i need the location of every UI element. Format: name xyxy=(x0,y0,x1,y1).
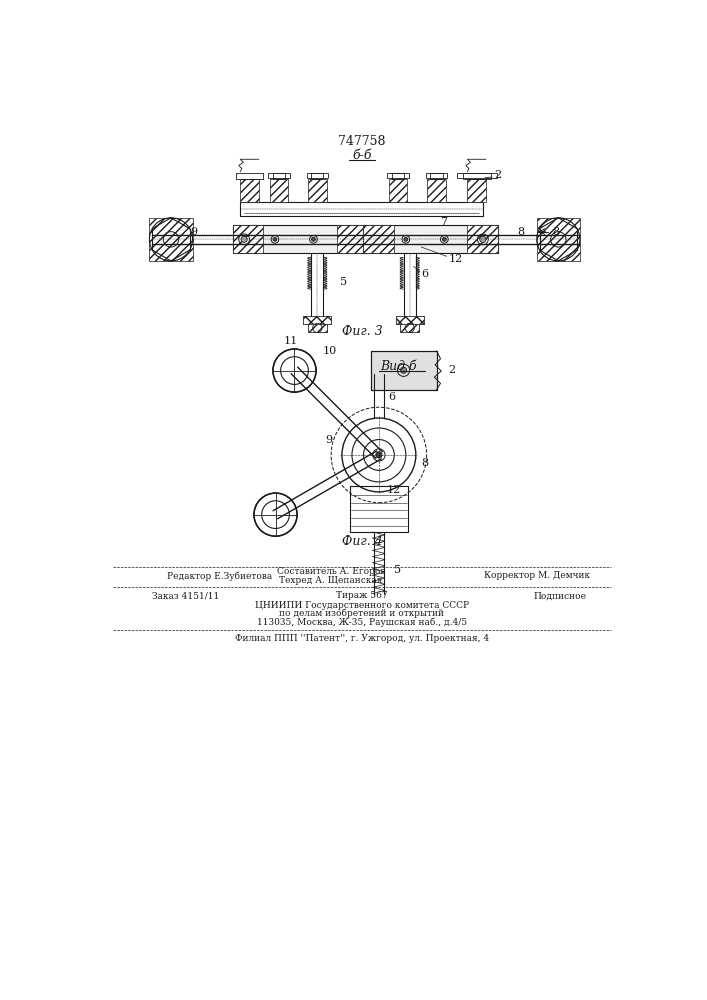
Text: 10: 10 xyxy=(323,346,337,356)
Circle shape xyxy=(404,237,408,241)
Bar xyxy=(233,225,264,253)
Bar xyxy=(233,225,368,253)
Text: 5: 5 xyxy=(340,277,348,287)
Bar xyxy=(426,173,448,178)
Bar xyxy=(350,486,408,532)
Circle shape xyxy=(312,237,315,241)
Bar xyxy=(311,173,324,179)
Bar xyxy=(337,225,368,253)
Text: ЦНИИПИ Государственного комитета СССР: ЦНИИПИ Государственного комитета СССР xyxy=(255,601,469,610)
Text: 5: 5 xyxy=(395,565,402,575)
Bar xyxy=(467,225,498,253)
Text: Редактор Е.Зубиетова: Редактор Е.Зубиетова xyxy=(167,571,272,581)
Text: 9: 9 xyxy=(325,435,332,445)
Bar xyxy=(303,316,331,324)
Bar xyxy=(457,173,497,178)
Bar xyxy=(235,173,264,179)
Circle shape xyxy=(480,236,486,242)
Circle shape xyxy=(400,367,407,373)
Bar xyxy=(400,324,419,332)
Text: по делам изобретений и открытий: по делам изобретений и открытий xyxy=(279,609,445,618)
Text: 12: 12 xyxy=(387,485,401,495)
Bar xyxy=(371,351,437,389)
Text: 8: 8 xyxy=(421,458,428,468)
Text: 6: 6 xyxy=(388,392,395,402)
Text: Составитель А. Егоров: Составитель А. Егоров xyxy=(277,567,385,576)
Bar xyxy=(307,173,328,178)
Bar xyxy=(269,179,288,202)
Bar xyxy=(363,225,498,253)
Bar xyxy=(268,173,290,178)
Text: 9: 9 xyxy=(190,227,197,237)
Bar xyxy=(396,316,423,324)
Text: 8: 8 xyxy=(552,227,559,237)
Bar xyxy=(431,173,443,179)
Bar xyxy=(240,179,259,202)
Text: 2: 2 xyxy=(448,365,455,375)
Bar xyxy=(396,316,423,324)
Bar xyxy=(308,324,327,332)
Circle shape xyxy=(273,237,277,241)
Text: Подписное: Подписное xyxy=(533,591,586,600)
Bar xyxy=(308,324,327,332)
Circle shape xyxy=(241,236,247,242)
Bar xyxy=(537,218,580,261)
Text: 7: 7 xyxy=(440,217,448,227)
Text: 8: 8 xyxy=(518,227,525,237)
Text: 747758: 747758 xyxy=(338,135,386,148)
Text: Корректор М. Демчик: Корректор М. Демчик xyxy=(484,571,590,580)
Bar xyxy=(392,173,404,179)
Circle shape xyxy=(376,452,382,458)
Bar xyxy=(308,179,327,202)
Bar xyxy=(463,173,491,179)
Text: Тираж 567: Тираж 567 xyxy=(336,591,387,600)
Bar xyxy=(387,173,409,178)
Text: б-б: б-б xyxy=(352,149,372,162)
Bar xyxy=(389,179,407,202)
Bar xyxy=(273,173,285,179)
Text: 6: 6 xyxy=(421,269,428,279)
Bar xyxy=(428,179,446,202)
Bar xyxy=(363,225,395,253)
Text: 113035, Москва, Ж-35, Раушская наб., д.4/5: 113035, Москва, Ж-35, Раушская наб., д.4… xyxy=(257,617,467,627)
Bar xyxy=(303,316,331,324)
Bar xyxy=(400,324,419,332)
Circle shape xyxy=(443,237,446,241)
Text: Вид б: Вид б xyxy=(380,360,416,373)
Text: Фиг. 4: Фиг. 4 xyxy=(341,535,382,548)
Text: 2: 2 xyxy=(494,170,501,180)
Bar xyxy=(149,218,192,261)
Text: 11: 11 xyxy=(284,336,298,346)
Text: 12: 12 xyxy=(448,254,462,264)
Text: Техред А. Щепанская: Техред А. Щепанская xyxy=(279,576,382,585)
Bar xyxy=(240,202,483,216)
Text: Заказ 4151/11: Заказ 4151/11 xyxy=(152,591,219,600)
Text: Филиал ППП ''Патент'', г. Ужгород, ул. Проектная, 4: Филиал ППП ''Патент'', г. Ужгород, ул. П… xyxy=(235,634,489,643)
Bar xyxy=(371,351,437,389)
Bar xyxy=(467,179,486,202)
Text: Фиг. 3: Фиг. 3 xyxy=(341,325,382,338)
